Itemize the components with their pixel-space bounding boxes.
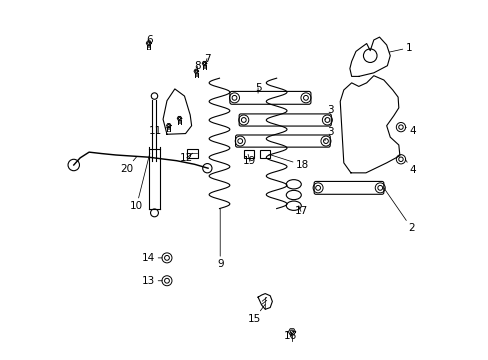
- Text: 2: 2: [383, 188, 414, 233]
- Text: 8: 8: [194, 62, 200, 72]
- Text: 11: 11: [149, 126, 168, 136]
- Text: 6: 6: [146, 35, 153, 45]
- Text: 3: 3: [324, 105, 333, 120]
- Text: 19: 19: [243, 154, 256, 166]
- Text: 14: 14: [142, 253, 162, 263]
- Text: 7: 7: [203, 54, 210, 65]
- Text: 3: 3: [324, 127, 333, 141]
- Text: 4: 4: [405, 126, 415, 136]
- Text: 12: 12: [180, 153, 193, 163]
- Text: 10: 10: [130, 153, 149, 211]
- Text: 20: 20: [120, 157, 136, 174]
- Text: 13: 13: [142, 276, 162, 286]
- Text: 1: 1: [388, 43, 411, 53]
- Text: 18: 18: [268, 154, 308, 170]
- Text: 15: 15: [247, 304, 264, 324]
- Text: 16: 16: [283, 332, 296, 342]
- Text: 9: 9: [217, 208, 223, 269]
- Text: 5: 5: [254, 83, 261, 93]
- Text: 4: 4: [405, 159, 415, 175]
- Text: 17: 17: [294, 206, 307, 216]
